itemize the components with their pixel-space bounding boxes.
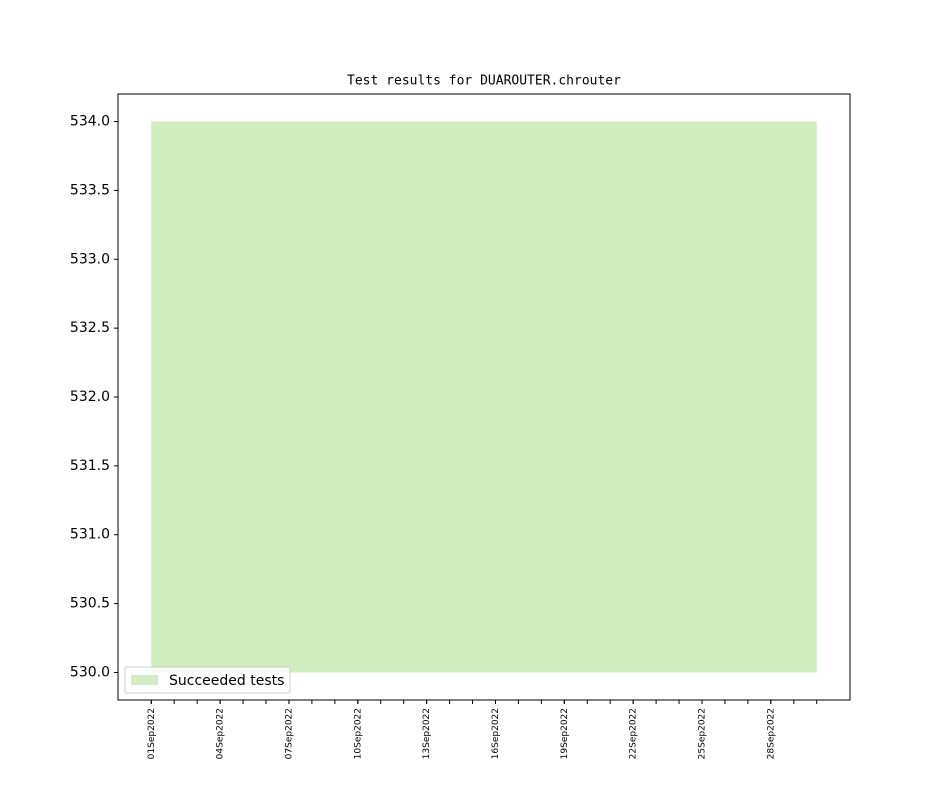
x-tick-label: 25Sep2022 <box>697 708 707 759</box>
y-tick-label: 530.5 <box>70 596 110 612</box>
legend: Succeeded tests <box>124 666 291 694</box>
x-tick-label: 04Sep2022 <box>216 708 226 759</box>
x-tick-label: 28Sep2022 <box>766 708 776 759</box>
legend-swatch <box>131 675 158 685</box>
x-tick-label: 13Sep2022 <box>422 708 432 759</box>
chart-title: Test results for DUAROUTER.chrouter <box>347 74 621 89</box>
y-tick-label: 533.0 <box>70 251 110 267</box>
x-tick-label: 01Sep2022 <box>147 708 157 759</box>
legend-box <box>124 666 291 694</box>
x-tick-label: 07Sep2022 <box>284 708 294 759</box>
area <box>151 121 817 673</box>
x-tick-label: 16Sep2022 <box>491 708 501 759</box>
y-tick-label: 532.0 <box>70 389 110 405</box>
y-tick-label: 534.0 <box>70 114 110 130</box>
y-tick-label: 531.0 <box>70 527 110 543</box>
y-tick-label: 533.5 <box>70 182 110 198</box>
y-tick-label: 530.0 <box>70 664 110 680</box>
y-tick-label: 532.5 <box>70 320 110 336</box>
y-tick-label: 531.5 <box>70 458 110 474</box>
legend-label: Succeeded tests <box>169 673 284 689</box>
x-tick-label: 19Sep2022 <box>560 708 570 759</box>
x-tick-label: 10Sep2022 <box>353 708 363 759</box>
x-tick-label: 22Sep2022 <box>629 708 639 759</box>
